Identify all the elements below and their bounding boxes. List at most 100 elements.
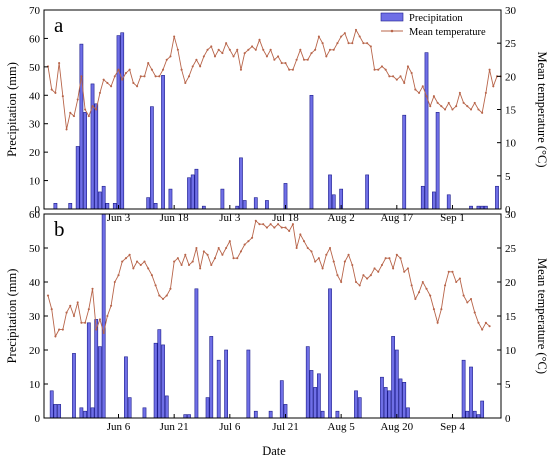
temperature-point bbox=[58, 62, 61, 65]
x-tick-label: Jun 21 bbox=[160, 421, 189, 433]
temperature-point bbox=[110, 304, 113, 307]
temperature-point bbox=[80, 321, 83, 324]
temperature-point bbox=[202, 55, 205, 58]
temperature-point bbox=[440, 105, 443, 108]
y-right-tick-label: 25 bbox=[505, 243, 517, 255]
precip-bar bbox=[94, 103, 99, 210]
precip-bar bbox=[320, 410, 325, 419]
precip-bar bbox=[86, 322, 91, 419]
temperature-point bbox=[139, 263, 142, 267]
y-left-tick-label: 10 bbox=[29, 176, 41, 188]
precip-bar bbox=[142, 407, 147, 419]
temperature-point bbox=[280, 226, 283, 229]
temperature-point bbox=[488, 325, 491, 328]
legend-marker-temperature bbox=[390, 29, 394, 33]
y-left-tick-label: 30 bbox=[29, 119, 41, 131]
temperature-point bbox=[150, 68, 153, 71]
temperature-point bbox=[469, 108, 473, 111]
precip-bar bbox=[435, 112, 440, 210]
temperature-point bbox=[91, 287, 94, 290]
temperature-point bbox=[358, 284, 361, 287]
precip-bar bbox=[461, 359, 466, 419]
precip-bar bbox=[53, 404, 58, 419]
temperature-point bbox=[477, 321, 480, 324]
temperature-point bbox=[291, 223, 294, 226]
precip-bar bbox=[383, 387, 388, 419]
temperature-point bbox=[136, 85, 139, 88]
y-left-tick-label: 50 bbox=[29, 243, 41, 255]
temperature-point bbox=[295, 58, 298, 61]
temperature-point bbox=[354, 280, 358, 284]
y-left-tick-label: 60 bbox=[29, 209, 41, 221]
x-tick-label: Jul 21 bbox=[272, 421, 299, 433]
temperature-point bbox=[213, 257, 217, 260]
legend-label-temperature: Mean temperature bbox=[409, 27, 486, 38]
temperature-point bbox=[447, 270, 450, 273]
y-right-tick-label: 20 bbox=[505, 71, 517, 83]
temperature-point bbox=[80, 75, 83, 78]
precip-bar bbox=[309, 370, 314, 419]
temperature-point bbox=[488, 68, 491, 71]
panel-label: b bbox=[54, 217, 65, 241]
temperature-point bbox=[58, 328, 61, 331]
temperature-point bbox=[247, 48, 250, 51]
precip-bar bbox=[49, 390, 54, 419]
precip-bar bbox=[480, 400, 485, 419]
precip-bar bbox=[420, 185, 425, 210]
precip-bar bbox=[432, 191, 436, 210]
temperature-point bbox=[84, 108, 87, 111]
x-tick-label: Sep 4 bbox=[440, 421, 465, 433]
temperature-point bbox=[347, 253, 350, 256]
temperature-point bbox=[288, 68, 291, 71]
y-right-tick-label: 0 bbox=[505, 413, 511, 425]
temperature-point bbox=[98, 318, 101, 321]
temperature-point bbox=[347, 42, 350, 45]
x-tick-label: Sep 1 bbox=[440, 212, 465, 224]
panel-label: a bbox=[54, 13, 64, 37]
temperature-point bbox=[265, 55, 268, 58]
temperature-point bbox=[295, 246, 298, 250]
precip-bar bbox=[406, 407, 410, 419]
temperature-point bbox=[184, 253, 187, 256]
x-tick-label: Aug 5 bbox=[328, 421, 356, 433]
precip-bar bbox=[242, 200, 247, 210]
temperature-point bbox=[72, 115, 76, 118]
plot-frame bbox=[43, 213, 502, 419]
temperature-point bbox=[458, 277, 461, 280]
y-left-axis-title: Precipitation (mm) bbox=[5, 62, 19, 157]
panel-b: 0 10 20 30 40 50 60 0 5 10 15 20 25 30 Jun 6 Jun 21 Jul … bbox=[5, 209, 549, 433]
temperature-point bbox=[117, 274, 120, 277]
temperature-point bbox=[147, 267, 150, 270]
temperature-point bbox=[388, 75, 391, 78]
temperature-point bbox=[455, 105, 458, 108]
temperature-point bbox=[169, 55, 172, 58]
x-tick-label: Aug 20 bbox=[380, 421, 413, 433]
y-right-tick-label: 10 bbox=[505, 345, 517, 357]
temperature-point bbox=[225, 42, 228, 45]
temperature-point bbox=[392, 75, 395, 78]
temperature-point bbox=[161, 297, 165, 301]
precip-bar bbox=[472, 410, 477, 419]
temperature-point bbox=[280, 62, 283, 65]
temperature-point bbox=[444, 108, 447, 111]
precip-bar bbox=[220, 188, 225, 210]
precip-bar bbox=[476, 414, 481, 419]
x-tick-label: Jul 3 bbox=[219, 212, 241, 224]
temperature-point bbox=[158, 75, 161, 78]
temperature-point bbox=[410, 284, 413, 287]
temperature-point bbox=[76, 301, 79, 304]
temperature-point bbox=[95, 108, 98, 111]
temperature-point bbox=[332, 48, 335, 51]
precip-bar bbox=[187, 177, 191, 210]
precip-bar bbox=[380, 376, 384, 419]
temperature-point bbox=[128, 68, 131, 71]
temperature-point bbox=[302, 58, 306, 61]
temperature-point bbox=[228, 240, 231, 243]
temperature-point bbox=[429, 294, 432, 297]
temperature-point bbox=[113, 280, 116, 284]
precip-bar bbox=[253, 197, 258, 210]
precip-bar bbox=[187, 414, 191, 419]
temperature-point bbox=[247, 240, 250, 243]
precip-bar bbox=[112, 203, 117, 210]
temperature-point bbox=[84, 321, 87, 324]
